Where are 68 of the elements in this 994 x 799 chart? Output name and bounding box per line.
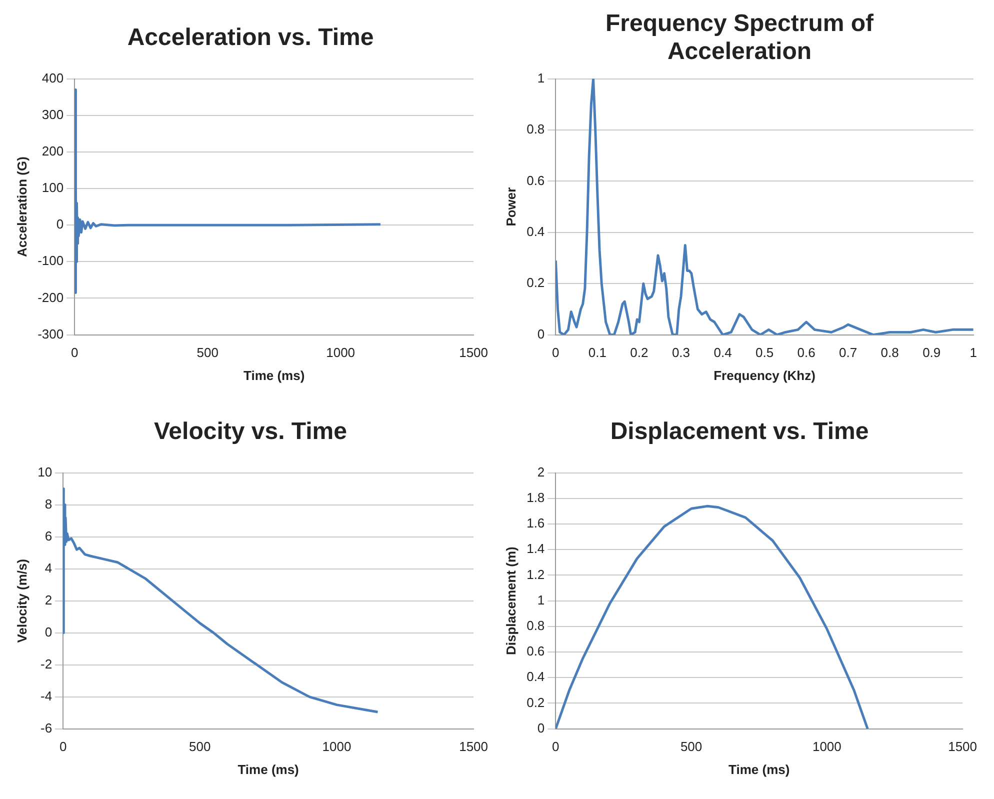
y-tick-label: 300 xyxy=(41,106,64,122)
y-tick-label: 0 xyxy=(536,720,544,736)
x-axis-title: Time (ms) xyxy=(237,762,298,777)
x-axis-title: Time (ms) xyxy=(728,762,790,777)
y-tick-label: 4 xyxy=(44,560,52,576)
y-tick-label: 0 xyxy=(44,624,52,640)
x-tick-label: 0.7 xyxy=(838,345,857,360)
y-tick-label: -2 xyxy=(40,656,52,672)
chart-title: Displacement vs. Time xyxy=(609,417,870,447)
y-tick-label: 0.2 xyxy=(526,275,544,290)
x-tick-label: 1 xyxy=(969,345,976,360)
x-axis-title: Time (ms) xyxy=(242,368,304,383)
y-tick-label: -4 xyxy=(40,688,52,704)
y-tick-label: 1.6 xyxy=(526,516,544,531)
y-tick-label: 10 xyxy=(37,464,52,480)
y-tick-label: 400 xyxy=(41,70,64,86)
x-tick-label: 0 xyxy=(552,739,559,754)
y-tick-label: 6 xyxy=(44,528,52,544)
y-tick-label: -200 xyxy=(37,290,64,305)
y-tick-label: -300 xyxy=(37,326,64,342)
y-tick-label: 0.4 xyxy=(526,224,544,239)
chart-title: Velocity vs. Time xyxy=(153,417,348,447)
y-tick-label: 0.8 xyxy=(526,618,544,633)
x-tick-label: 1500 xyxy=(948,739,976,754)
y-tick-label: 100 xyxy=(41,180,64,196)
y-tick-label: 1 xyxy=(536,592,544,608)
y-tick-label: 0.6 xyxy=(526,644,544,659)
x-tick-label: 500 xyxy=(196,345,218,360)
x-tick-label: 0.6 xyxy=(796,345,815,360)
x-tick-label: 0 xyxy=(70,345,78,360)
y-tick-label: 0.2 xyxy=(526,694,544,710)
y-tick-label: 1.2 xyxy=(526,566,544,582)
x-tick-label: 0.2 xyxy=(630,345,648,360)
x-tick-label: 500 xyxy=(188,739,210,754)
x-tick-label: 1000 xyxy=(812,739,841,754)
chart-title: Acceleration vs. Time xyxy=(126,23,375,53)
x-tick-label: 0.1 xyxy=(588,345,606,360)
y-axis-title: Acceleration (G) xyxy=(14,156,29,258)
y-tick-label: 2 xyxy=(536,464,544,480)
y-tick-label: 1 xyxy=(536,70,544,86)
x-tick-label: 0.8 xyxy=(880,345,898,360)
y-tick-label: 0 xyxy=(56,216,64,232)
y-tick-label: 200 xyxy=(41,144,64,159)
y-axis-title: Velocity (m/s) xyxy=(14,558,29,643)
x-tick-label: 0 xyxy=(552,345,559,360)
y-tick-label: 2 xyxy=(44,592,52,608)
x-tick-label: 1000 xyxy=(326,345,355,360)
chart-title: Frequency Spectrum of Acceleration xyxy=(604,9,875,67)
y-tick-label: 0.4 xyxy=(526,669,544,684)
y-tick-label: 1.8 xyxy=(526,490,544,505)
x-tick-label: 1000 xyxy=(322,739,351,754)
x-tick-label: 1500 xyxy=(458,345,488,360)
y-axis-title: Power xyxy=(502,187,518,226)
x-axis-title: Frequency (Khz) xyxy=(713,368,815,383)
x-tick-label: 1500 xyxy=(458,739,488,754)
x-tick-label: 0.9 xyxy=(922,345,940,360)
x-tick-label: 0.5 xyxy=(754,345,774,360)
y-tick-label: 0.8 xyxy=(526,122,544,137)
y-tick-label: -100 xyxy=(37,253,64,268)
y-tick-label: 1.4 xyxy=(526,541,544,556)
y-tick-label: 0.6 xyxy=(526,172,544,188)
x-tick-label: 0.4 xyxy=(713,345,732,360)
y-tick-label: 0 xyxy=(536,326,544,342)
y-tick-label: -6 xyxy=(40,720,52,736)
x-tick-label: 0.3 xyxy=(671,345,690,360)
y-axis-title: Displacement (m) xyxy=(502,546,518,655)
y-tick-label: 8 xyxy=(44,496,52,512)
x-tick-label: 500 xyxy=(680,739,702,754)
